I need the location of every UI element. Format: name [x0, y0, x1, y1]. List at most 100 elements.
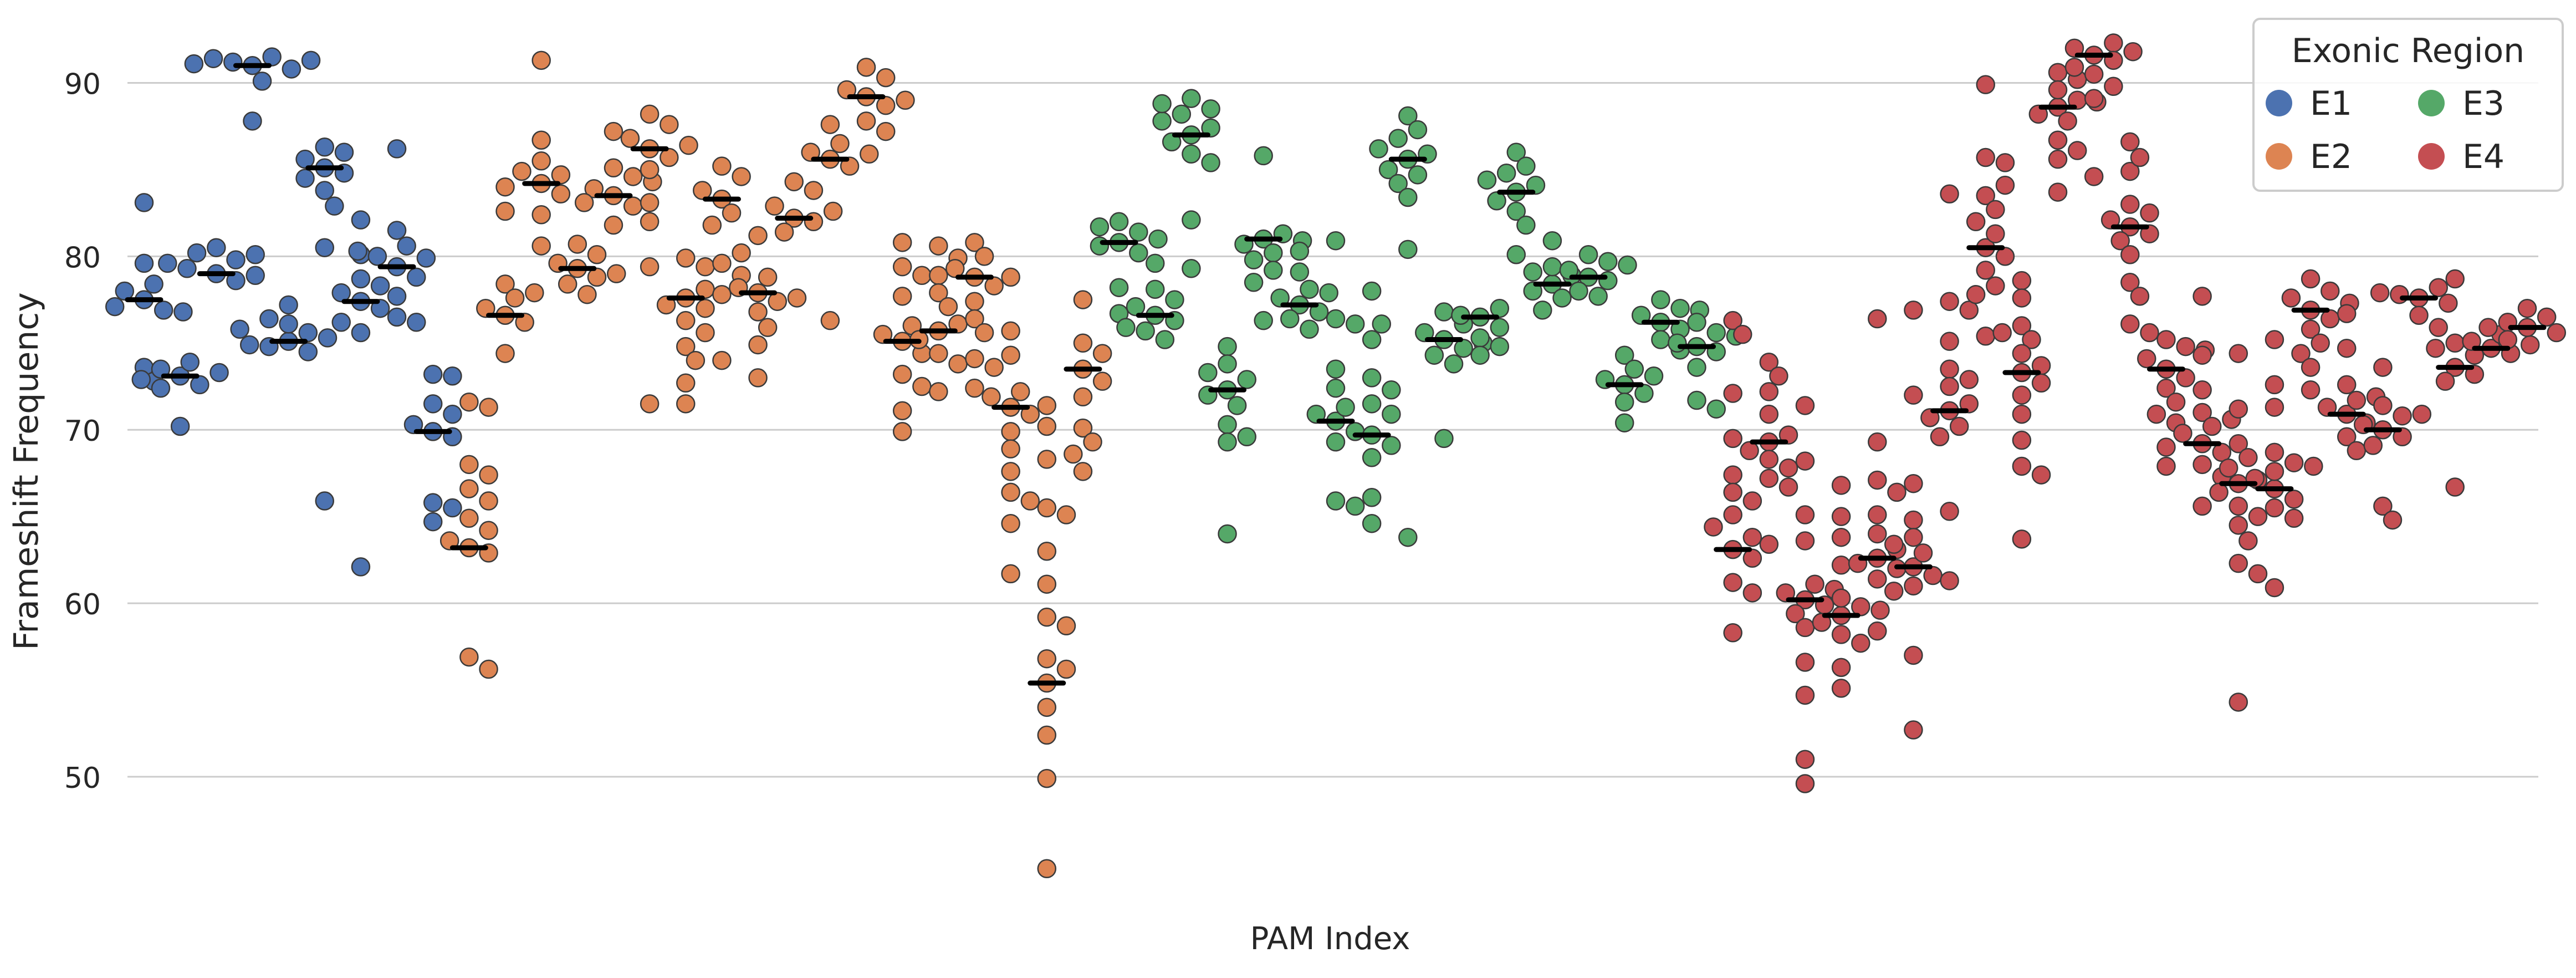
pam-group: [1884, 300, 1943, 740]
data-point: [243, 111, 262, 131]
data-point: [2156, 378, 2176, 398]
data-point: [1201, 99, 1220, 119]
data-point: [531, 130, 551, 150]
data-point: [620, 129, 640, 148]
data-point: [768, 292, 788, 311]
data-point: [2104, 33, 2123, 53]
data-point: [2012, 529, 2032, 549]
data-point: [1831, 658, 1851, 678]
data-point: [1904, 473, 1923, 493]
data-point: [2012, 271, 2032, 291]
data-point: [1723, 384, 1742, 403]
data-point: [2176, 368, 2195, 388]
data-point: [577, 284, 597, 304]
data-point: [1001, 422, 1020, 441]
data-point: [1090, 236, 1110, 256]
data-point: [1868, 621, 1887, 641]
data-point: [1704, 517, 1723, 537]
data-point: [1706, 399, 1726, 419]
data-point: [1706, 323, 1726, 343]
pam-group: [476, 177, 544, 363]
data-point: [2192, 403, 2212, 422]
data-point: [1218, 524, 1237, 544]
pam-group: [729, 226, 807, 388]
data-point: [1372, 314, 1392, 334]
data-point: [495, 201, 515, 221]
data-point: [2373, 396, 2393, 415]
data-point: [1976, 147, 1995, 167]
data-point: [1976, 186, 1995, 206]
data-point: [2192, 455, 2212, 475]
data-point: [2229, 434, 2248, 454]
data-point: [1037, 859, 1057, 879]
data-point: [479, 659, 498, 679]
data-point: [1930, 427, 1950, 447]
data-point: [301, 50, 321, 70]
data-point: [830, 134, 850, 154]
data-point: [2084, 64, 2104, 84]
data-point: [1345, 314, 1365, 334]
data-point: [1470, 328, 1490, 348]
data-point: [1037, 542, 1057, 561]
data-point: [1795, 685, 1815, 705]
data-point: [1542, 231, 1562, 251]
data-point: [1868, 432, 1887, 452]
data-point: [2347, 441, 2367, 461]
data-point: [2012, 316, 2032, 335]
data-point: [1940, 376, 1959, 396]
data-point: [1382, 380, 1401, 400]
data-point: [984, 358, 1004, 377]
data-point: [660, 115, 679, 134]
data-point: [837, 80, 857, 100]
data-point: [676, 337, 696, 356]
data-point: [1264, 243, 1283, 263]
data-point: [2219, 458, 2238, 478]
data-point: [246, 266, 265, 286]
data-point: [1614, 413, 1634, 432]
data-point: [282, 59, 301, 79]
data-point: [1001, 267, 1020, 287]
data-point: [1976, 261, 1995, 280]
data-point: [1868, 505, 1887, 524]
data-point: [1651, 330, 1670, 349]
data-point: [1362, 330, 1382, 349]
data-point: [1778, 458, 1798, 478]
data-point: [2462, 332, 2481, 351]
data-point: [1644, 366, 1664, 386]
data-point: [2156, 456, 2176, 476]
data-point: [2337, 304, 2357, 323]
pam-group: [909, 236, 968, 401]
data-point: [1129, 243, 1148, 263]
data-point: [1092, 344, 1112, 363]
data-point: [315, 238, 335, 257]
data-point: [1506, 201, 1526, 221]
pam-group: [1812, 476, 1890, 698]
pam-group: [2478, 298, 2567, 349]
data-point: [584, 179, 604, 198]
data-point: [1559, 261, 1579, 280]
data-point: [1237, 370, 1256, 389]
data-point: [207, 238, 226, 257]
data-point: [1201, 153, 1220, 172]
data-point: [1362, 488, 1382, 507]
data-point: [325, 196, 344, 216]
data-point: [1884, 534, 1904, 554]
data-point: [1868, 309, 1887, 329]
data-point: [1523, 262, 1542, 282]
data-point: [1614, 345, 1634, 365]
data-point: [2130, 147, 2150, 167]
pam-group: [230, 295, 338, 361]
data-point: [2120, 132, 2140, 152]
data-point: [2146, 404, 2166, 424]
data-point: [223, 52, 243, 72]
data-point: [370, 276, 390, 296]
data-point: [982, 387, 1001, 407]
data-point: [1831, 476, 1851, 495]
data-point: [860, 144, 879, 164]
data-point: [1795, 653, 1815, 672]
data-point: [1490, 337, 1510, 356]
data-point: [209, 363, 229, 383]
data-point: [2192, 496, 2212, 516]
data-point: [604, 158, 623, 178]
